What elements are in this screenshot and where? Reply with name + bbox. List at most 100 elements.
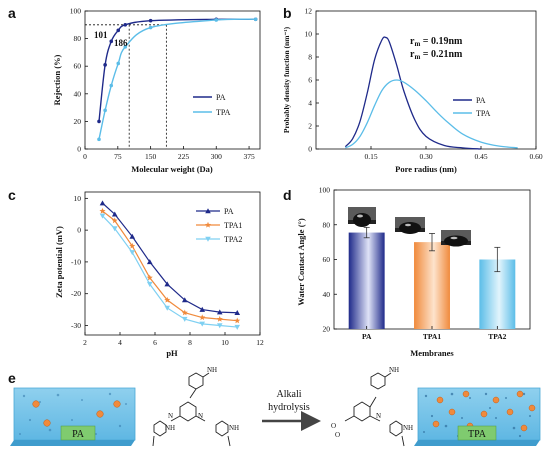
data-point-pa-a: [103, 63, 107, 67]
data-point-tpa1-c: [199, 314, 206, 321]
bar-tpa1: [414, 242, 450, 329]
svg-text:O: O: [331, 422, 336, 430]
y-tick-label-b: 10: [305, 30, 313, 39]
legend-marker-pa-c: [205, 208, 211, 214]
panel-a: a 0 75 150 225 300 375 0 20 40 60 80 100 Molecular …: [8, 5, 261, 174]
data-point-tpa-a: [103, 108, 107, 113]
y-tick-label-b: 8: [308, 53, 312, 62]
x-tick-label-tpa2-d: TPA2: [488, 332, 506, 341]
svg-text:N: N: [198, 412, 203, 420]
legend-label-pa-c: PA: [224, 207, 234, 216]
data-point-tpa1-c: [146, 274, 153, 281]
data-point-tpa1-c: [111, 217, 118, 224]
droplet-image-pa: [348, 207, 376, 227]
y-tick-label-a: 80: [74, 34, 82, 43]
x-tick-label-b: 0.30: [419, 152, 432, 161]
data-point-tpa-a: [97, 137, 101, 142]
data-point-tpa1-c: [234, 317, 241, 324]
data-point-pa-a: [123, 23, 128, 27]
data-point-tpa2-c: [111, 226, 118, 232]
y-axis-label-d: Water Contact Angle (°): [296, 218, 306, 306]
svg-text:rm = 0.19nm: rm = 0.19nm: [410, 36, 463, 48]
plot-frame-c: [84, 191, 261, 336]
data-point-pa-c: [216, 309, 223, 315]
x-tick-label-c: 8: [188, 338, 192, 347]
legend-label-tpa-b: TPA: [476, 109, 491, 118]
reaction-label-line2: hydrolysis: [268, 402, 310, 413]
legend-marker-tpa1-c: [204, 221, 212, 228]
series-line-tpa1-c: [102, 210, 238, 322]
data-point-tpa2-c: [181, 316, 188, 322]
y-tick-label-d: 20: [323, 325, 331, 334]
data-point-pa-a: [109, 39, 114, 44]
data-point-tpa2-c: [146, 281, 153, 287]
panel-label-b: b: [283, 5, 292, 21]
series-line-pa-a: [98, 18, 256, 122]
tpa-membrane-sheet: TPA: [414, 387, 541, 446]
x-tick-label-c: 10: [221, 338, 229, 347]
svg-text:NH: NH: [207, 366, 217, 374]
data-point-pa-a: [148, 18, 153, 23]
legend-b: PA TPA: [453, 96, 491, 118]
y-tick-label-b: 12: [305, 7, 313, 16]
tpa-molecule-labels: NH O O N NH: [331, 366, 413, 439]
panel-label-a: a: [8, 5, 16, 21]
annotation-186: 186: [114, 38, 128, 48]
svg-text:NH: NH: [403, 424, 413, 432]
data-point-tpa1-c: [181, 309, 188, 316]
svg-text:rm = 0.21nm: rm = 0.21nm: [410, 49, 463, 61]
bar-pa: [348, 232, 385, 329]
legend-label-tpa-a: TPA: [216, 108, 231, 117]
y-tick-label-d: 40: [323, 290, 331, 299]
data-point-pa-c: [199, 306, 206, 312]
data-point-pa-c: [164, 281, 171, 287]
data-point-pa-c: [234, 309, 241, 315]
y-tick-label-c: -20: [71, 289, 81, 298]
y-tick-label-b: 6: [308, 76, 312, 85]
x-tick-label-a: 150: [145, 152, 157, 161]
reaction-label-line1: Alkali: [277, 389, 302, 400]
series-line-tpa-a: [98, 18, 256, 140]
data-point-tpa1-c: [129, 242, 136, 249]
panel-b: b 0.15 0.30 0.45 0.60 0 2 4 6 8 10 12 Pore radius …: [282, 5, 543, 174]
data-point-pa-c: [99, 200, 106, 206]
panel-e: e PA: [8, 366, 541, 447]
x-tick-label-b: 0.15: [364, 152, 377, 161]
legend-a: PA TPA: [193, 93, 231, 117]
data-point-pa-c: [146, 259, 153, 265]
x-axis-label-c: pH: [166, 348, 178, 358]
x-tick-label-c: 4: [118, 338, 122, 347]
legend-c: PA TPA1 TPA2: [196, 207, 242, 244]
series-line-pa-c: [102, 202, 238, 314]
x-tick-label-c: 12: [256, 338, 264, 347]
panel-label-c: c: [8, 187, 16, 203]
y-tick-label-a: 0: [77, 145, 81, 154]
data-point-tpa-a: [148, 25, 153, 30]
data-point-tpa-a: [116, 61, 121, 66]
panel-c: c 2 4 6 8 10 12 10 0 -10 -20 -30 pH Zeta potential…: [8, 187, 264, 358]
y-axis-label-b: Probably density function (nm⁻¹): [282, 26, 291, 133]
droplet-image-tpa2: [441, 230, 471, 247]
y-tick-label-c: 10: [74, 194, 82, 203]
y-tick-label-a: 40: [74, 89, 82, 98]
x-tick-label-a: 375: [243, 152, 255, 161]
pa-molecule-structure: [152, 372, 231, 447]
data-point-tpa2-c: [234, 324, 241, 330]
plot-frame-a: [84, 10, 261, 150]
x-tick-label-c: 6: [153, 338, 157, 347]
x-axis-label-a: Molecular weight (Da): [131, 164, 213, 174]
y-tick-label-a: 60: [74, 62, 82, 71]
x-tick-label-a: 225: [178, 152, 190, 161]
radius-annotation-tpa: rm = 0.21nm: [410, 49, 463, 61]
x-tick-label-c: 2: [83, 338, 87, 347]
y-tick-label-d: 60: [323, 255, 331, 264]
x-axis-label-d: Membranes: [410, 348, 454, 358]
x-tick-label-b: 0.45: [474, 152, 487, 161]
data-point-tpa2-c: [216, 323, 223, 329]
series-line-tpa-b: [345, 79, 518, 149]
pa-sheet-label: PA: [72, 429, 85, 440]
legend-label-tpa1-c: TPA1: [224, 221, 242, 230]
pa-molecule-labels: NH N N NH NH: [165, 366, 239, 432]
x-tick-label-a: 300: [211, 152, 223, 161]
